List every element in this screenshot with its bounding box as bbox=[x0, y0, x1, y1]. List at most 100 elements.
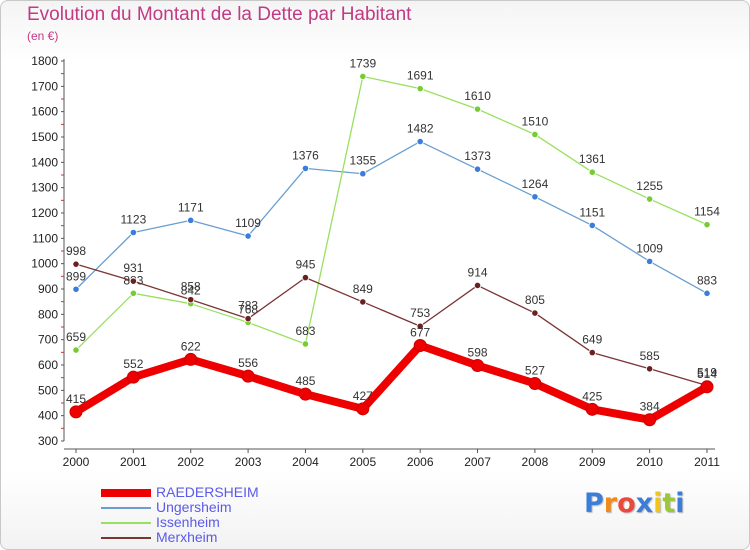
data-label: 945 bbox=[295, 258, 315, 272]
data-point bbox=[359, 170, 367, 178]
data-label: 1009 bbox=[636, 241, 663, 255]
data-point bbox=[244, 315, 252, 323]
x-tick-label: 2005 bbox=[349, 455, 376, 469]
data-label: 1376 bbox=[292, 148, 319, 162]
data-label: 1510 bbox=[522, 114, 549, 128]
data-label: 585 bbox=[640, 349, 660, 363]
legend: RAEDERSHEIM Ungersheim Issenheim Merxheim bbox=[101, 484, 401, 545]
data-point bbox=[588, 168, 596, 176]
data-label: 1610 bbox=[464, 89, 491, 103]
y-tick-label: 300 bbox=[38, 434, 58, 448]
data-label: 1355 bbox=[349, 154, 376, 168]
data-point bbox=[301, 340, 310, 348]
data-point bbox=[298, 387, 312, 401]
y-tick-label: 1600 bbox=[31, 105, 58, 119]
data-label: 858 bbox=[181, 280, 201, 294]
data-point bbox=[301, 273, 310, 282]
y-tick-label: 1500 bbox=[31, 130, 58, 144]
data-point bbox=[646, 365, 654, 373]
data-label: 415 bbox=[66, 392, 86, 406]
data-label: 677 bbox=[410, 325, 430, 339]
series-issenheim: 659 883 842 768 683 1739 1691 1610 1510 1361 1255 1… bbox=[66, 56, 720, 354]
data-point bbox=[703, 289, 711, 297]
logo-letter: x bbox=[635, 488, 654, 519]
series-merxheim: 998 931 858 783 945 849 753 914 805 649 585 519 bbox=[66, 244, 717, 390]
data-label: 1151 bbox=[579, 205, 605, 219]
y-tick-label: 1700 bbox=[31, 79, 58, 93]
data-point bbox=[585, 402, 599, 416]
data-point bbox=[531, 193, 539, 201]
y-tick-label: 1400 bbox=[31, 155, 58, 169]
data-label: 1171 bbox=[178, 200, 204, 214]
chart-subtitle: (en €) bbox=[27, 29, 59, 43]
data-label: 514 bbox=[697, 367, 717, 381]
data-label: 805 bbox=[525, 293, 545, 307]
legend-item: RAEDERSHEIM bbox=[101, 484, 401, 500]
data-label: 1361 bbox=[579, 152, 606, 166]
data-label: 1739 bbox=[349, 56, 376, 70]
x-tick-label: 2002 bbox=[177, 455, 204, 469]
x-tick-label: 2004 bbox=[292, 455, 319, 469]
data-label: 622 bbox=[181, 339, 201, 353]
data-label: 649 bbox=[582, 333, 602, 347]
data-label: 1123 bbox=[120, 213, 146, 227]
legend-swatch bbox=[101, 522, 151, 524]
x-tick-label: 2003 bbox=[235, 455, 262, 469]
y-tick-label: 600 bbox=[38, 358, 58, 372]
y-tick-label: 1000 bbox=[31, 257, 58, 271]
series-raedersheim: 415 552 622 556 485 427 677 598 527 425 384 514 bbox=[66, 325, 717, 427]
logo-letter: i bbox=[653, 488, 663, 519]
data-point bbox=[129, 289, 137, 297]
data-point bbox=[646, 195, 654, 203]
data-label: 683 bbox=[295, 324, 315, 338]
data-point bbox=[588, 348, 596, 357]
data-label: 753 bbox=[410, 306, 430, 320]
y-tick-label: 1300 bbox=[31, 181, 58, 195]
data-label: 768 bbox=[238, 302, 258, 316]
data-point bbox=[416, 322, 424, 330]
data-label: 425 bbox=[582, 389, 602, 403]
data-point bbox=[356, 402, 370, 416]
x-tick-label: 2006 bbox=[407, 455, 434, 469]
data-point bbox=[473, 165, 482, 173]
data-point bbox=[416, 85, 424, 93]
data-point bbox=[643, 413, 657, 427]
legend-item: Issenheim bbox=[101, 514, 401, 530]
legend-label: Issenheim bbox=[156, 514, 220, 530]
series-ungersheim: 899 1123 1171 1109 1376 1355 1482 1373 1264 1151 1… bbox=[66, 122, 717, 297]
data-label: 1255 bbox=[636, 179, 663, 193]
data-label: 1109 bbox=[235, 216, 261, 230]
data-point bbox=[528, 376, 542, 390]
data-point bbox=[72, 285, 80, 293]
data-label: 783 bbox=[238, 299, 258, 313]
data-point bbox=[69, 405, 83, 419]
x-tick-label: 2001 bbox=[120, 455, 147, 469]
data-point bbox=[129, 228, 137, 237]
y-tick-label: 700 bbox=[38, 333, 58, 347]
data-point bbox=[473, 281, 482, 290]
legend-item: Ungersheim bbox=[101, 499, 401, 515]
data-label: 598 bbox=[468, 346, 488, 360]
data-point bbox=[187, 216, 195, 224]
y-tick-label: 1800 bbox=[31, 54, 58, 68]
y-tick-label: 500 bbox=[38, 383, 58, 397]
data-label: 914 bbox=[468, 265, 488, 279]
data-label: 1691 bbox=[407, 69, 434, 83]
data-point bbox=[126, 370, 140, 384]
data-point bbox=[72, 346, 80, 354]
data-point bbox=[700, 380, 714, 394]
series-line bbox=[72, 341, 711, 424]
legend-label: Merxheim bbox=[156, 529, 218, 545]
data-label: 427 bbox=[353, 389, 373, 403]
legend-label: RAEDERSHEIM bbox=[156, 484, 259, 500]
proxiti-logo: Proxiti bbox=[584, 488, 685, 519]
x-tick-label: 2008 bbox=[522, 455, 549, 469]
data-point bbox=[359, 298, 367, 306]
data-point bbox=[646, 257, 654, 265]
data-label: 899 bbox=[66, 269, 86, 283]
legend-swatch bbox=[101, 489, 151, 497]
data-point bbox=[72, 260, 80, 268]
y-tick-label: 800 bbox=[38, 307, 58, 321]
data-point bbox=[187, 296, 195, 304]
